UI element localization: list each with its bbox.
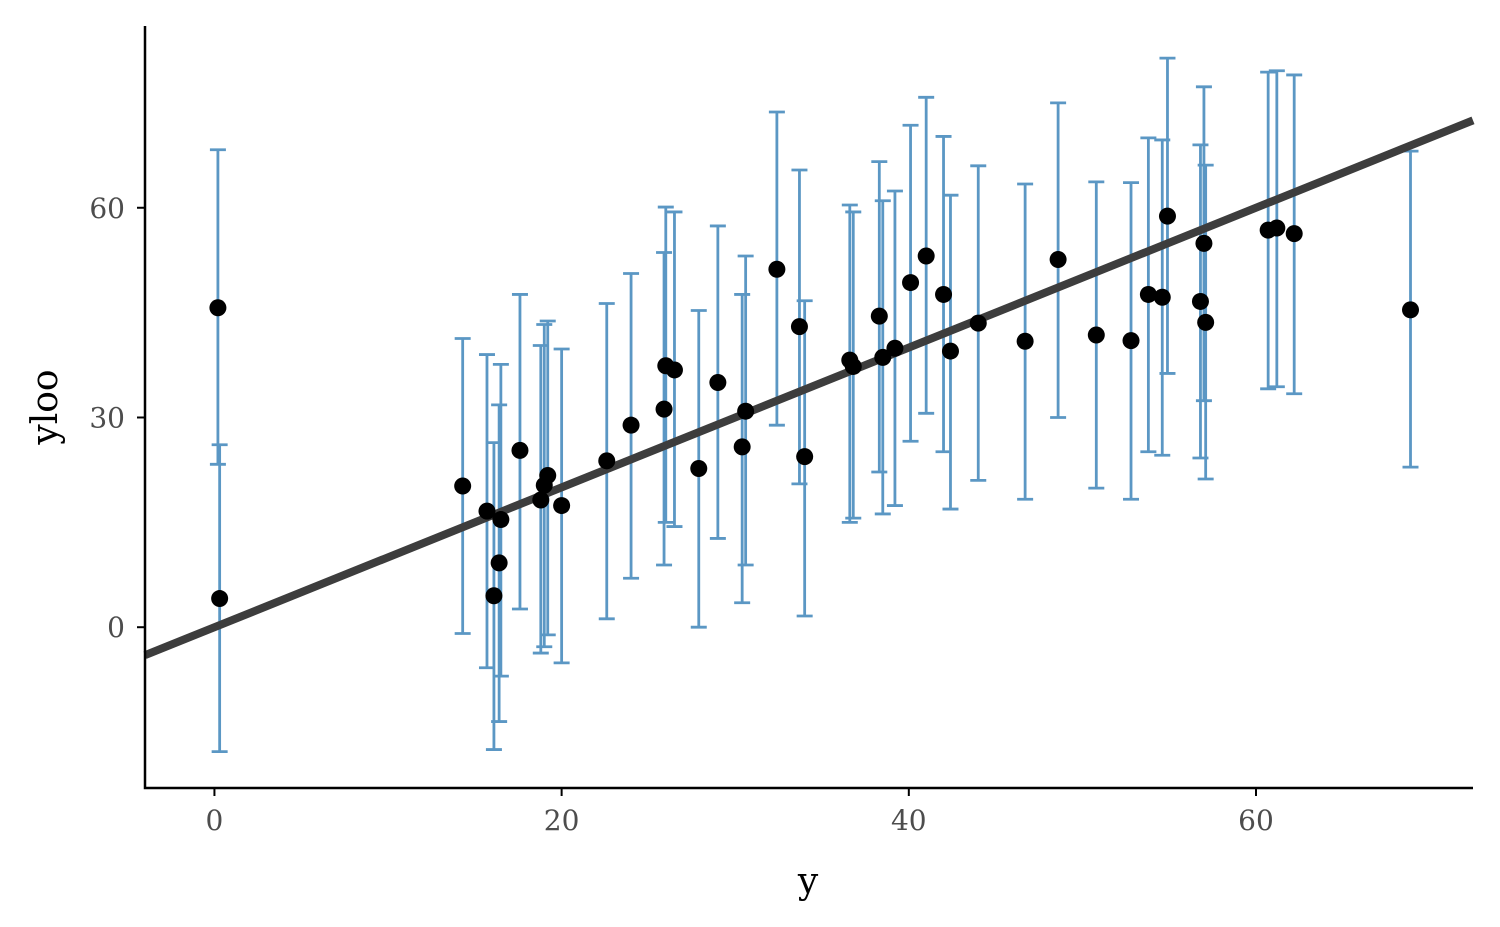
data-point <box>1197 313 1215 331</box>
data-point <box>1402 301 1420 319</box>
data-point <box>796 448 814 466</box>
data-point <box>209 299 227 317</box>
x-axis-title: y <box>797 861 819 902</box>
data-point <box>902 274 920 292</box>
data-point <box>1153 288 1171 306</box>
data-point <box>941 342 959 360</box>
x-axis-ticks: 0 20 40 60 <box>206 788 1274 837</box>
data-point <box>485 587 503 605</box>
data-point <box>532 491 550 509</box>
data-point <box>1191 292 1209 310</box>
y-tick-label: 30 <box>89 401 125 434</box>
data-point <box>1195 234 1213 252</box>
data-point <box>478 502 496 520</box>
identity-reference-line <box>143 116 1475 659</box>
data-point <box>492 511 510 529</box>
data-point <box>1158 207 1176 225</box>
data-point <box>935 285 953 303</box>
axis-lines <box>143 26 1473 790</box>
data-point <box>733 438 751 456</box>
data-point <box>768 260 786 278</box>
y-axis-title: yloo <box>25 369 66 445</box>
data-point <box>598 452 616 470</box>
x-tick-label: 20 <box>544 804 580 837</box>
data-point <box>1268 219 1286 237</box>
y-tick-label: 60 <box>89 192 125 225</box>
data-point <box>709 374 727 392</box>
y-tick-label: 0 <box>107 611 125 644</box>
data-point <box>539 467 557 485</box>
data-point <box>1285 225 1303 243</box>
data-point <box>917 247 935 265</box>
data-point <box>886 339 904 357</box>
x-tick-label: 0 <box>206 804 224 837</box>
plot-area <box>143 56 1475 754</box>
data-point <box>969 314 987 332</box>
data-point <box>874 348 892 366</box>
data-point <box>622 416 640 434</box>
data-point <box>790 318 808 336</box>
data-point <box>1139 285 1157 303</box>
data-point <box>1016 332 1034 350</box>
data-point <box>211 590 229 608</box>
data-point <box>665 361 683 379</box>
data-point <box>1049 250 1067 268</box>
data-point <box>737 402 755 420</box>
data-point <box>844 357 862 375</box>
data-point <box>1122 332 1140 350</box>
data-point <box>490 554 508 572</box>
data-point <box>1087 326 1105 344</box>
point-layer <box>209 207 1420 608</box>
y-axis-ticks: 0 30 60 <box>89 192 145 644</box>
data-point <box>690 460 708 478</box>
x-tick-label: 60 <box>1238 804 1274 837</box>
x-tick-label: 40 <box>891 804 927 837</box>
data-point <box>454 477 472 495</box>
data-point <box>655 400 673 418</box>
data-point <box>870 307 888 325</box>
errorbar-layer <box>209 56 1419 754</box>
data-point <box>511 441 529 459</box>
data-point <box>553 497 571 515</box>
